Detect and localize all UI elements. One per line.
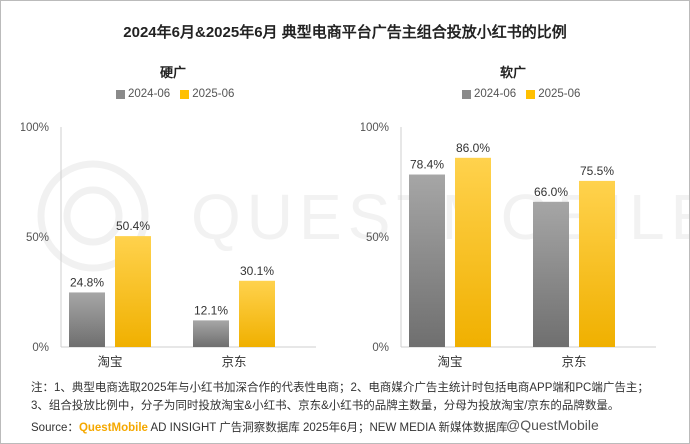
y-tick-label: 0%: [372, 342, 389, 354]
chart-soft-ads: 0% 50% 100% 78.4% 86.0% 淘宝 66.0% 75.5% 京东: [361, 122, 656, 369]
footnote-line-1: 注：1、典型电商选取2025年与小红书加深合作的代表性电商；2、电商媒介广告主统…: [31, 382, 649, 394]
data-label: 86.0%: [456, 141, 490, 155]
y-tick-label: 50%: [26, 232, 49, 244]
legend-label-2024: 2024-06: [474, 88, 517, 100]
bar: [409, 174, 445, 347]
source-line: Source：QuestMobile AD INSIGHT 广告洞察数据库 20…: [31, 419, 508, 435]
bar: [579, 180, 615, 347]
data-label: 66.0%: [534, 185, 568, 199]
legend-label-2025: 2025-06: [192, 88, 235, 100]
page-title: 2024年6月&2025年6月 典型电商平台广告主组合投放小红书的比例: [123, 24, 567, 41]
bar: [455, 157, 491, 347]
bar: [115, 236, 151, 347]
x-category-label: 淘宝: [97, 355, 122, 369]
watermark-credit: @QuestMobile: [506, 417, 599, 433]
legend-label-2024: 2024-06: [128, 88, 171, 100]
data-label: 30.1%: [240, 264, 274, 278]
legend-swatch-2024: [462, 89, 471, 99]
y-tick-label: 100%: [361, 122, 389, 134]
legend-label-2025: 2025-06: [538, 88, 581, 100]
y-tick-label: 0%: [32, 342, 49, 354]
chart-title-hard-ads: 硬广: [159, 65, 186, 80]
x-category-label: 京东: [221, 355, 246, 369]
chart-title-soft-ads: 软广: [499, 65, 526, 80]
watermark-circle: [37, 160, 149, 272]
chart-hard-ads: 0% 50% 100% 24.8% 50.4% 淘宝 12.1% 30.1% 京东: [21, 122, 316, 369]
bar: [239, 280, 275, 347]
legend-right: 2024-06 2025-06: [462, 87, 590, 101]
data-label: 24.8%: [70, 275, 104, 289]
bar: [533, 201, 569, 347]
data-label: 78.4%: [410, 158, 444, 172]
footnote-line-2: 3、组合投放比例中，分子为同时投放淘宝&小红书、京东&小红书的品牌主数量，分母为…: [31, 400, 620, 412]
data-label: 50.4%: [116, 219, 150, 233]
legend-swatch-2024: [116, 89, 125, 99]
x-category-label: 淘宝: [437, 355, 462, 369]
source-text: AD INSIGHT 广告洞察数据库 2025年6月；NEW MEDIA 新媒体…: [147, 422, 508, 434]
source-brand: QuestMobile: [78, 422, 148, 434]
data-label: 12.1%: [194, 303, 228, 317]
legend-swatch-2025: [180, 89, 190, 99]
y-tick-label: 100%: [21, 122, 49, 134]
watermark-circle-inner: [63, 186, 123, 246]
source-prefix: Source：: [31, 422, 79, 434]
legend-swatch-2025: [526, 89, 536, 99]
legend-left: 2024-06 2025-06: [116, 87, 244, 101]
data-label: 75.5%: [580, 164, 614, 178]
bar: [69, 292, 105, 347]
x-category-label: 京东: [561, 355, 586, 369]
bar: [193, 320, 229, 347]
y-tick-label: 50%: [366, 232, 389, 244]
